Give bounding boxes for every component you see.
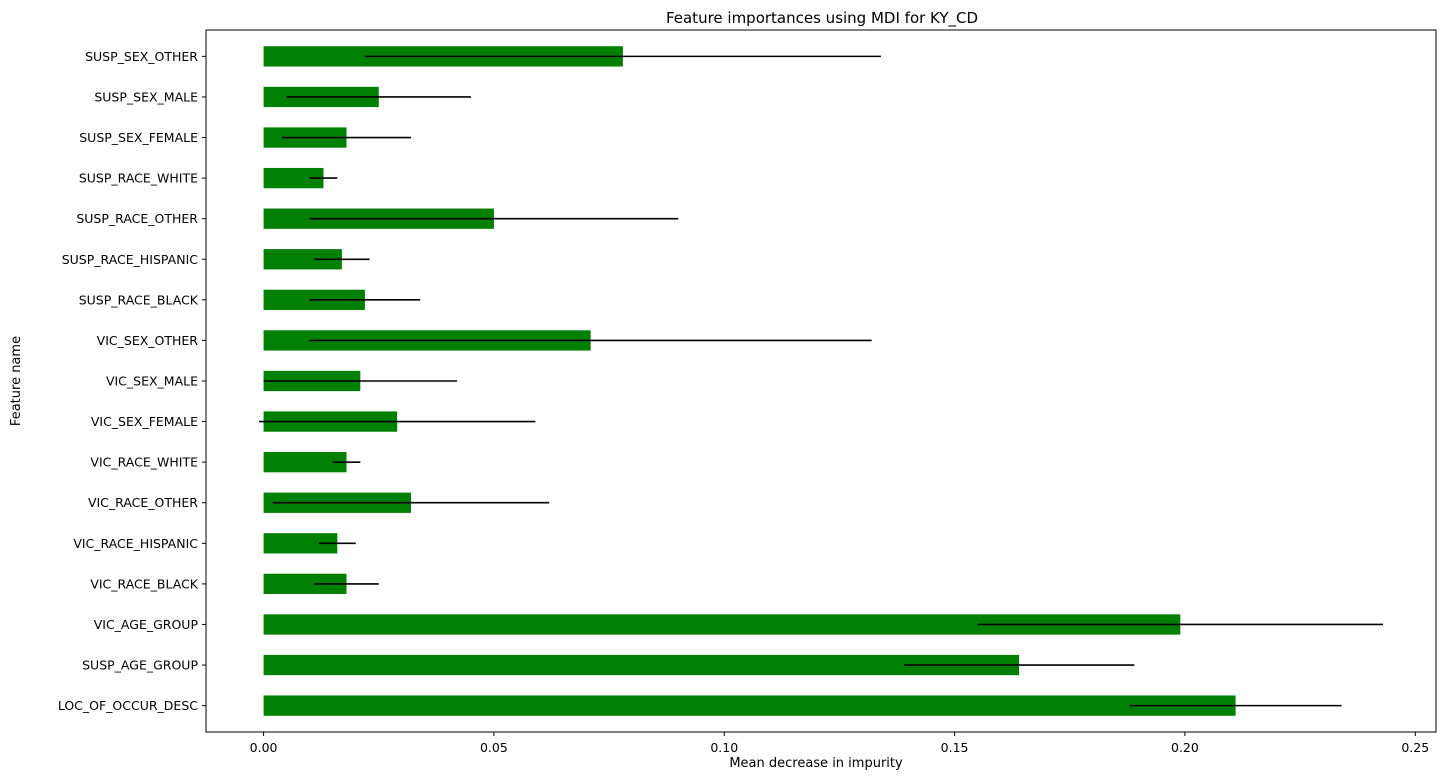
y-tick-label: LOC_OF_OCCUR_DESC	[58, 698, 198, 713]
x-tick-label: 0.10	[710, 740, 738, 755]
y-tick-label: SUSP_SEX_MALE	[94, 89, 198, 104]
x-tick-label: 0.00	[250, 740, 278, 755]
y-tick-label: SUSP_RACE_WHITE	[79, 171, 198, 186]
y-tick-label: SUSP_SEX_OTHER	[85, 49, 198, 64]
bar-vic-race-white	[263, 452, 347, 473]
bar-susp-age-group	[263, 654, 1020, 676]
x-tick-label: 0.20	[1171, 740, 1199, 755]
y-axis-title: Feature name	[9, 336, 24, 426]
x-axis: 0.00 0.05 0.10 0.15 0.20 0.25	[250, 732, 1429, 755]
y-tick-label: VIC_SEX_FEMALE	[91, 414, 198, 429]
y-tick-label: SUSP_RACE_BLACK	[79, 292, 199, 307]
y-tick-label: VIC_SEX_MALE	[106, 374, 198, 389]
bar-susp-race-white	[263, 167, 324, 189]
x-tick-label: 0.05	[480, 740, 508, 755]
y-axis: LOC_OF_OCCUR_DESC SUSP_AGE_GROUP VIC_AGE_G…	[58, 49, 206, 713]
y-tick-label: VIC_SEX_OTHER	[97, 333, 199, 348]
bar-vic-age-group	[263, 614, 1181, 635]
plot-area	[258, 46, 1384, 716]
bar-susp-race-hispanic	[263, 249, 342, 270]
y-tick-label: VIC_RACE_OTHER	[88, 495, 198, 510]
y-tick-label: SUSP_RACE_OTHER	[76, 211, 198, 226]
y-tick-label: VIC_AGE_GROUP	[94, 617, 199, 632]
x-tick-label: 0.15	[941, 740, 969, 755]
y-tick-label: VIC_RACE_BLACK	[90, 576, 198, 591]
x-axis-title: Mean decrease in impurity	[729, 756, 903, 771]
y-tick-label: SUSP_RACE_HISPANIC	[62, 252, 199, 267]
y-tick-label: VIC_RACE_HISPANIC	[73, 536, 198, 551]
y-tick-label: SUSP_AGE_GROUP	[82, 658, 198, 673]
x-tick-label: 0.25	[1401, 740, 1429, 755]
bar-vic-race-hispanic	[263, 533, 338, 554]
y-tick-label: VIC_RACE_WHITE	[90, 455, 198, 470]
y-tick-label: SUSP_SEX_FEMALE	[79, 130, 198, 145]
chart-title: Feature importances using MDI for KY_CD	[666, 9, 978, 28]
bar-loc-of-occur-desc	[263, 695, 1236, 716]
bar-vic-race-black	[263, 573, 347, 595]
